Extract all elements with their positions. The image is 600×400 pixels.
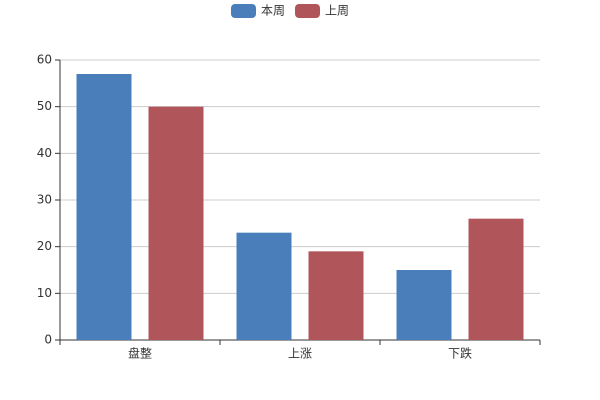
y-tick-label: 30: [37, 193, 52, 207]
bar: [236, 232, 292, 340]
y-tick-label: 40: [37, 146, 52, 160]
x-tick-label: 下跌: [448, 346, 472, 361]
legend-swatch[interactable]: [295, 4, 320, 18]
x-tick-label: 上涨: [288, 346, 312, 361]
y-tick-label: 0: [44, 333, 52, 347]
bar: [148, 106, 204, 341]
legend-swatch[interactable]: [231, 4, 256, 18]
y-tick-label: 50: [37, 99, 52, 113]
x-tick-label: 盘整: [128, 346, 152, 361]
y-tick-label: 10: [37, 286, 52, 300]
bar: [396, 270, 452, 340]
y-tick-label: 60: [37, 53, 52, 67]
y-tick-label: 20: [37, 239, 52, 253]
legend-label[interactable]: 上周: [325, 4, 349, 18]
bar: [308, 251, 364, 340]
bar: [76, 74, 132, 340]
bar: [468, 218, 524, 340]
legend-label[interactable]: 本周: [261, 4, 285, 18]
